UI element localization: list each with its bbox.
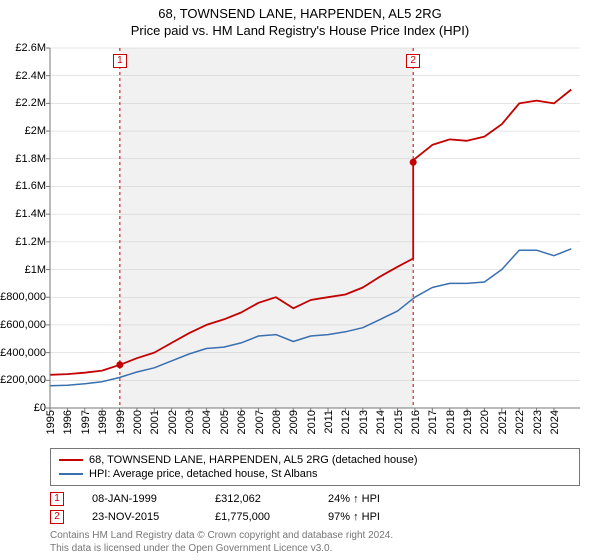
attribution: Contains HM Land Registry data © Crown c… <box>50 530 580 555</box>
legend-row-hpi: HPI: Average price, detached house, St A… <box>59 467 571 481</box>
y-tick-label: £1M <box>25 264 46 276</box>
x-tick-label: 2012 <box>340 410 352 434</box>
x-tick-label: 1996 <box>62 410 74 434</box>
x-tick-label: 2000 <box>132 410 144 434</box>
sale-marker-box: 1 <box>113 54 127 68</box>
x-tick-label: 2004 <box>201 410 213 434</box>
title-subtitle: Price paid vs. HM Land Registry's House … <box>0 23 600 38</box>
y-tick-label: £2.4M <box>15 70 46 82</box>
sale-marker-box: 2 <box>406 54 420 68</box>
x-tick-label: 2008 <box>271 410 283 434</box>
x-tick-label: 2021 <box>497 410 509 434</box>
x-tick-label: 2006 <box>236 410 248 434</box>
x-tick-label: 2023 <box>532 410 544 434</box>
x-tick-label: 1998 <box>97 410 109 434</box>
y-tick-label: £2.2M <box>15 97 46 109</box>
x-tick-label: 1995 <box>45 410 57 434</box>
y-tick-label: £2M <box>25 125 46 137</box>
sale-pct-1: 24% ↑ HPI <box>328 493 413 505</box>
y-tick-label: £1.2M <box>15 236 46 248</box>
y-tick-label: £2.6M <box>15 42 46 54</box>
chart-title-block: 68, TOWNSEND LANE, HARPENDEN, AL5 2RG Pr… <box>0 0 600 38</box>
sale-marker-1: 1 <box>50 492 64 506</box>
x-tick-label: 2018 <box>445 410 457 434</box>
legend-swatch-subject <box>59 459 83 461</box>
sale-date-2: 23-NOV-2015 <box>92 511 187 523</box>
sales-table: 1 08-JAN-1999 £312,062 24% ↑ HPI 2 23-NO… <box>50 490 580 526</box>
y-tick-label: £600,000 <box>0 319 46 331</box>
legend-label-subject: 68, TOWNSEND LANE, HARPENDEN, AL5 2RG (d… <box>89 454 418 466</box>
sale-price-1: £312,062 <box>215 493 300 505</box>
x-tick-label: 2001 <box>149 410 161 434</box>
chart-area: £0£200,000£400,000£600,000£800,000£1M£1.… <box>50 48 580 408</box>
y-tick-label: £1.4M <box>15 208 46 220</box>
sale-price-2: £1,775,000 <box>215 511 300 523</box>
x-tick-label: 2014 <box>375 410 387 434</box>
legend-swatch-hpi <box>59 473 83 475</box>
x-tick-label: 2015 <box>393 410 405 434</box>
x-tick-label: 2011 <box>323 410 335 434</box>
x-tick-label: 2024 <box>549 410 561 434</box>
x-tick-label: 2009 <box>288 410 300 434</box>
x-tick-label: 1999 <box>115 410 127 434</box>
y-tick-label: £1.6M <box>15 180 46 192</box>
x-tick-label: 2007 <box>254 410 266 434</box>
legend-label-hpi: HPI: Average price, detached house, St A… <box>89 468 318 480</box>
x-tick-label: 2003 <box>184 410 196 434</box>
x-tick-label: 2022 <box>514 410 526 434</box>
sale-date-1: 08-JAN-1999 <box>92 493 187 505</box>
sale-row-2: 2 23-NOV-2015 £1,775,000 97% ↑ HPI <box>50 508 580 526</box>
legend-row-subject: 68, TOWNSEND LANE, HARPENDEN, AL5 2RG (d… <box>59 453 571 467</box>
y-tick-label: £200,000 <box>0 374 46 386</box>
y-tick-label: £800,000 <box>0 291 46 303</box>
x-tick-label: 2020 <box>479 410 491 434</box>
chart-svg <box>50 48 580 408</box>
legend: 68, TOWNSEND LANE, HARPENDEN, AL5 2RG (d… <box>50 448 580 486</box>
x-tick-label: 2019 <box>462 410 474 434</box>
sale-pct-2: 97% ↑ HPI <box>328 511 413 523</box>
title-address: 68, TOWNSEND LANE, HARPENDEN, AL5 2RG <box>0 6 600 21</box>
attribution-line1: Contains HM Land Registry data © Crown c… <box>50 530 580 543</box>
y-tick-label: £400,000 <box>0 347 46 359</box>
attribution-line2: This data is licensed under the Open Gov… <box>50 543 580 556</box>
x-tick-label: 2016 <box>410 410 422 434</box>
x-tick-label: 2013 <box>358 410 370 434</box>
x-tick-label: 1997 <box>80 410 92 434</box>
x-tick-label: 2005 <box>219 410 231 434</box>
sale-row-1: 1 08-JAN-1999 £312,062 24% ↑ HPI <box>50 490 580 508</box>
x-tick-label: 2017 <box>427 410 439 434</box>
x-tick-label: 2002 <box>167 410 179 434</box>
sale-marker-2: 2 <box>50 510 64 524</box>
y-tick-label: £1.8M <box>15 153 46 165</box>
x-tick-label: 2010 <box>306 410 318 434</box>
